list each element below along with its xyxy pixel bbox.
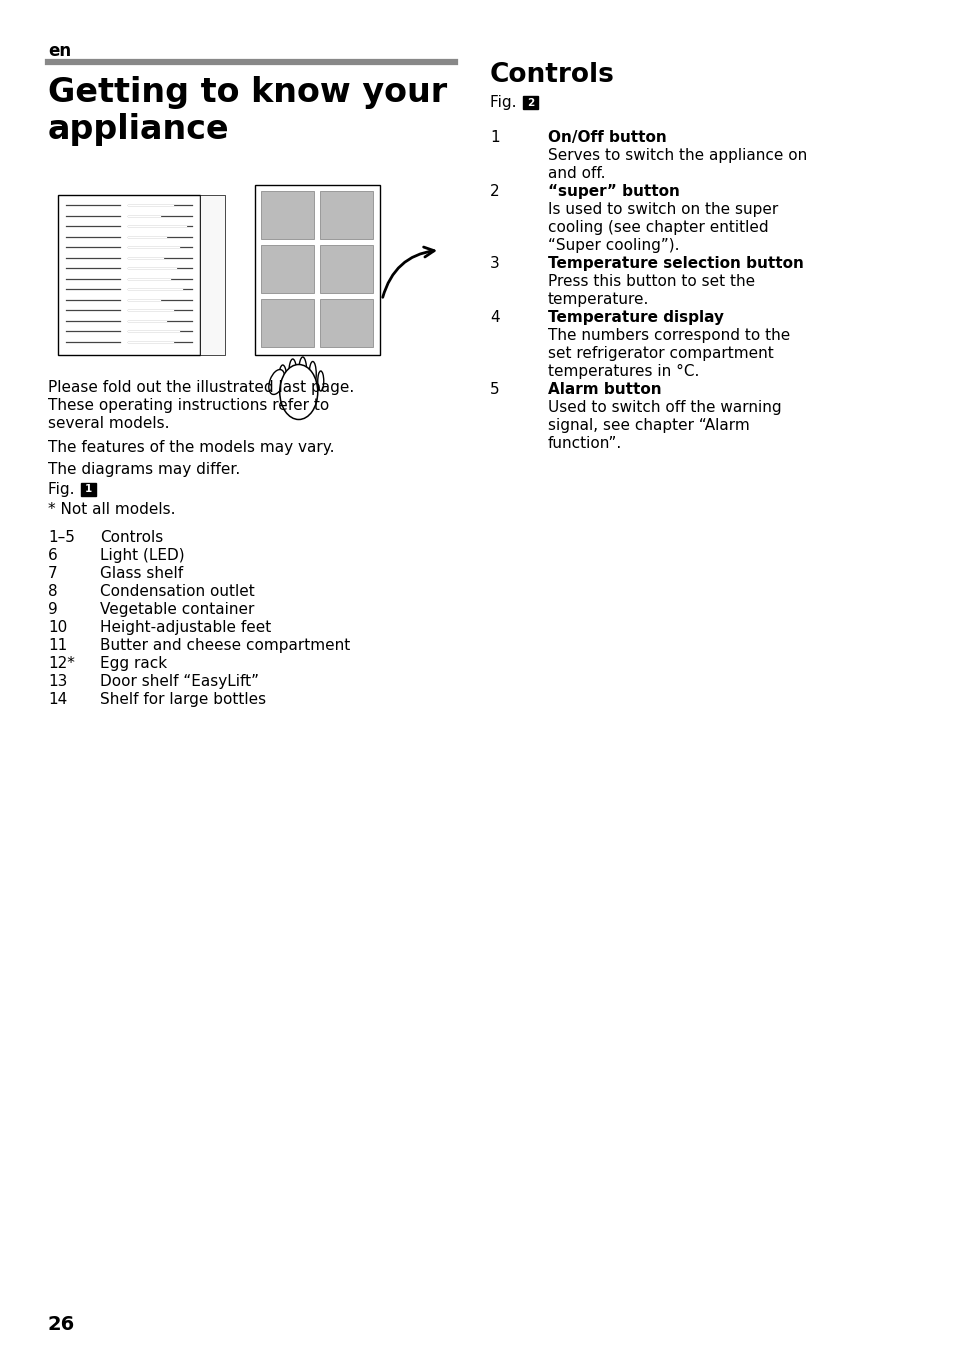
- Text: Fig.: Fig.: [48, 482, 84, 497]
- Text: Egg rack: Egg rack: [100, 655, 167, 672]
- Bar: [261, 245, 314, 292]
- Text: 6: 6: [48, 548, 58, 563]
- Ellipse shape: [269, 370, 284, 394]
- Text: The features of the models may vary.: The features of the models may vary.: [48, 440, 335, 455]
- Text: temperatures in °C.: temperatures in °C.: [547, 364, 699, 379]
- Text: 7: 7: [48, 566, 57, 581]
- Text: Is used to switch on the super: Is used to switch on the super: [547, 202, 778, 217]
- Text: On/Off button: On/Off button: [547, 130, 666, 145]
- Text: Height-adjustable feet: Height-adjustable feet: [100, 620, 271, 635]
- Ellipse shape: [317, 371, 323, 391]
- Ellipse shape: [278, 366, 287, 393]
- Text: 2: 2: [490, 184, 499, 199]
- Text: Door shelf “EasyLift”: Door shelf “EasyLift”: [100, 674, 258, 689]
- Ellipse shape: [298, 357, 307, 387]
- Text: Controls: Controls: [100, 529, 163, 546]
- Text: * Not all models.: * Not all models.: [48, 502, 175, 517]
- Text: 9: 9: [48, 603, 58, 617]
- Text: Butter and cheese compartment: Butter and cheese compartment: [100, 638, 350, 653]
- Text: 11: 11: [48, 638, 67, 653]
- Text: Shelf for large bottles: Shelf for large bottles: [100, 692, 266, 707]
- Text: Serves to switch the appliance on: Serves to switch the appliance on: [547, 148, 806, 162]
- Bar: [81, 483, 96, 496]
- Text: Getting to know your
appliance: Getting to know your appliance: [48, 76, 447, 146]
- Text: cooling (see chapter entitled: cooling (see chapter entitled: [547, 219, 768, 236]
- Text: 5: 5: [490, 382, 499, 397]
- Bar: [58, 195, 200, 355]
- Text: Please fold out the illustrated last page.: Please fold out the illustrated last pag…: [48, 380, 354, 395]
- Text: “super” button: “super” button: [547, 184, 679, 199]
- Text: temperature.: temperature.: [547, 292, 649, 307]
- Bar: [319, 191, 373, 240]
- Text: 8: 8: [48, 584, 57, 598]
- Text: 3: 3: [490, 256, 499, 271]
- Bar: [319, 245, 373, 292]
- Text: Used to switch off the warning: Used to switch off the warning: [547, 399, 781, 414]
- Bar: [261, 299, 314, 347]
- Text: Press this button to set the: Press this button to set the: [547, 274, 755, 288]
- Bar: [254, 185, 379, 355]
- Text: 1–5: 1–5: [48, 529, 74, 546]
- Ellipse shape: [289, 359, 296, 389]
- Text: Temperature selection button: Temperature selection button: [547, 256, 803, 271]
- Text: Controls: Controls: [490, 62, 615, 88]
- Bar: [200, 195, 225, 355]
- Text: “Super cooling”).: “Super cooling”).: [547, 238, 679, 253]
- Text: The numbers correspond to the: The numbers correspond to the: [547, 328, 789, 343]
- Text: 1: 1: [85, 485, 92, 494]
- Text: Condensation outlet: Condensation outlet: [100, 584, 254, 598]
- Text: Glass shelf: Glass shelf: [100, 566, 183, 581]
- Text: 26: 26: [48, 1315, 75, 1334]
- Ellipse shape: [279, 364, 317, 420]
- Text: Alarm button: Alarm button: [547, 382, 661, 397]
- Text: Temperature display: Temperature display: [547, 310, 723, 325]
- Text: 12*: 12*: [48, 655, 74, 672]
- Text: 1: 1: [490, 130, 499, 145]
- Bar: [522, 96, 537, 110]
- Text: en: en: [48, 42, 71, 60]
- Text: 2: 2: [526, 97, 534, 107]
- Text: Fig.: Fig.: [490, 95, 526, 110]
- Text: 13: 13: [48, 674, 68, 689]
- Ellipse shape: [309, 362, 315, 386]
- Text: Light (LED): Light (LED): [100, 548, 185, 563]
- Text: function”.: function”.: [547, 436, 621, 451]
- Text: 4: 4: [490, 310, 499, 325]
- Bar: [319, 299, 373, 347]
- Text: The diagrams may differ.: The diagrams may differ.: [48, 462, 240, 477]
- Text: 14: 14: [48, 692, 67, 707]
- Text: and off.: and off.: [547, 167, 605, 181]
- Text: several models.: several models.: [48, 416, 170, 431]
- Text: These operating instructions refer to: These operating instructions refer to: [48, 398, 329, 413]
- Text: 10: 10: [48, 620, 67, 635]
- Text: set refrigerator compartment: set refrigerator compartment: [547, 347, 773, 362]
- Bar: [261, 191, 314, 240]
- Text: Vegetable container: Vegetable container: [100, 603, 254, 617]
- Text: signal, see chapter “Alarm: signal, see chapter “Alarm: [547, 418, 749, 433]
